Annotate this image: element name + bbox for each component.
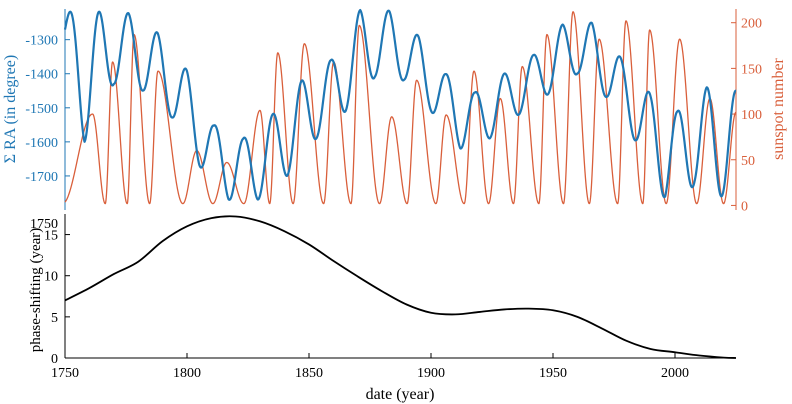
bottom-x-tick-labels: 1750 1800 1850 1900 1950 2000 [51, 366, 689, 381]
bottom-y-tick-labels: 0 5 10 15 [44, 229, 58, 367]
sunspot-number-line [64, 11, 737, 205]
bottom-x-tick-label: 1900 [417, 366, 445, 381]
phase-shifting-line [64, 215, 737, 359]
top-right-tick-label: 200 [741, 17, 762, 32]
top-left-tick-label: -1700 [25, 170, 58, 185]
top-panel: -1300 -1400 -1500 -1600 -1700 0 50 100 1… [2, 8, 787, 215]
top-left-tick-label: -1400 [25, 68, 58, 83]
top-right-tick-label: 150 [741, 62, 762, 77]
bottom-y-tick-label: 15 [44, 229, 58, 244]
sigma-ra-line [63, 8, 737, 201]
bottom-y-ticks [65, 234, 70, 359]
bottom-x-axis-title: date (year) [366, 386, 435, 403]
bottom-x-tick-label: 1800 [173, 366, 201, 381]
top-right-tick-label: 100 [741, 108, 762, 123]
top-right-tick-label: 0 [741, 199, 748, 214]
top-left-tick-label: -1300 [25, 34, 58, 49]
bottom-x-tick-label: 2000 [661, 366, 689, 381]
top-right-tick-label: 50 [741, 154, 755, 169]
bottom-x-tick-label: 1750 [51, 366, 79, 381]
top-left-tick-label: -1500 [25, 102, 58, 117]
bottom-y-axis-title: phase-shifting (year) [28, 228, 44, 353]
bottom-y-top-label: 1750 [30, 217, 58, 232]
bottom-y-tick-label: 10 [44, 270, 58, 285]
bottom-y-tick-label: 5 [51, 311, 58, 326]
bottom-x-tick-label: 1950 [539, 366, 567, 381]
top-left-ticks [65, 39, 70, 177]
top-left-tick-labels: -1300 -1400 -1500 -1600 -1700 [25, 34, 58, 185]
bottom-x-tick-label: 1850 [295, 366, 323, 381]
bottom-panel: 0 5 10 15 1750 1750 1800 1850 1900 1950 … [28, 214, 737, 403]
top-left-axis-title: Σ RA (in degree) [2, 55, 19, 163]
bottom-y-tick-label: 0 [51, 352, 58, 367]
bottom-x-ticks [64, 353, 676, 358]
top-right-axis-title: sunspot number [770, 57, 787, 159]
top-left-tick-label: -1600 [25, 136, 58, 151]
top-right-tick-labels: 0 50 100 150 200 [741, 17, 762, 215]
